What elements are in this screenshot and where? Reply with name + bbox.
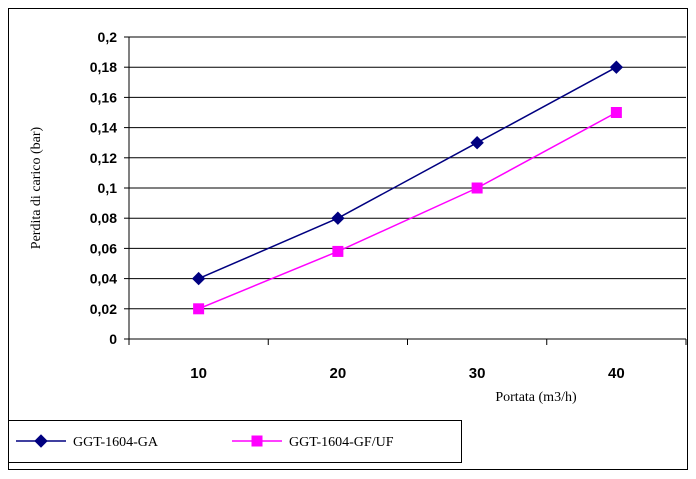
data-point xyxy=(331,211,345,225)
y-tick-labels: 0 0,02 0,04 0,06 0,08 0,1 0,12 0,14 0,16 0,18 0,2 xyxy=(90,29,117,347)
y-tick-label: 0,1 xyxy=(98,180,118,196)
legend-marker xyxy=(34,434,48,448)
y-tick-label: 0,2 xyxy=(98,29,118,45)
y-tick-label: 0,08 xyxy=(90,210,117,226)
data-point xyxy=(193,303,205,315)
x-tick-labels: 10 20 30 40 xyxy=(190,365,624,382)
y-tick-label: 0,12 xyxy=(90,150,117,166)
y-tick-label: 0,16 xyxy=(90,89,117,105)
data-point xyxy=(470,135,484,150)
data-point xyxy=(609,60,624,74)
data-point xyxy=(610,107,622,118)
series-group xyxy=(191,60,624,315)
gridlines xyxy=(129,36,686,310)
legend-label: GGT-1604-GF/UF xyxy=(289,435,394,450)
legend-item: GGT-1604-GA xyxy=(16,434,159,450)
legend-marker xyxy=(251,435,263,447)
series-line xyxy=(198,66,617,280)
series-line xyxy=(198,111,617,310)
data-point xyxy=(191,271,206,286)
x-axis-title: Portata (m3/h) xyxy=(495,390,577,405)
data-point xyxy=(332,245,344,257)
series-2 xyxy=(193,107,622,315)
legend: GGT-1604-GA GGT-1604-GF/UF xyxy=(8,420,462,463)
x-tick-label: 10 xyxy=(190,365,207,382)
y-tick-label: 0,04 xyxy=(90,271,117,287)
x-tick-label: 40 xyxy=(608,365,625,382)
chart-frame xyxy=(8,8,688,470)
y-tick-label: 0,14 xyxy=(90,120,117,136)
legend-label: GGT-1604-GA xyxy=(73,435,159,450)
series-1 xyxy=(191,60,624,286)
x-tick-label: 30 xyxy=(469,365,486,382)
y-tick-label: 0 xyxy=(109,331,117,347)
y-axis-title: Perdita di carico (bar) xyxy=(29,126,44,249)
y-tick-label: 0,18 xyxy=(90,59,117,75)
axes xyxy=(124,36,687,345)
legend-item: GGT-1604-GF/UF xyxy=(232,435,394,450)
y-tick-label: 0,06 xyxy=(90,240,117,256)
y-tick-label: 0,02 xyxy=(90,301,117,317)
x-tick-label: 20 xyxy=(330,365,347,382)
data-point xyxy=(471,182,483,194)
